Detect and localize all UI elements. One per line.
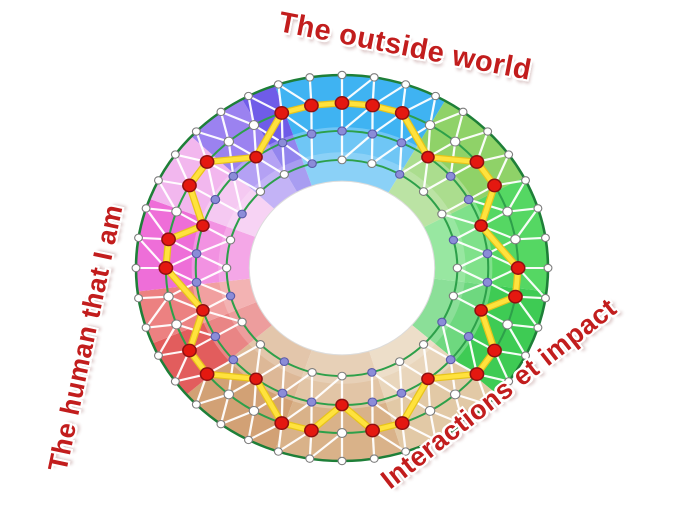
wheel-group <box>131 70 553 466</box>
nodes-layer <box>131 70 553 466</box>
